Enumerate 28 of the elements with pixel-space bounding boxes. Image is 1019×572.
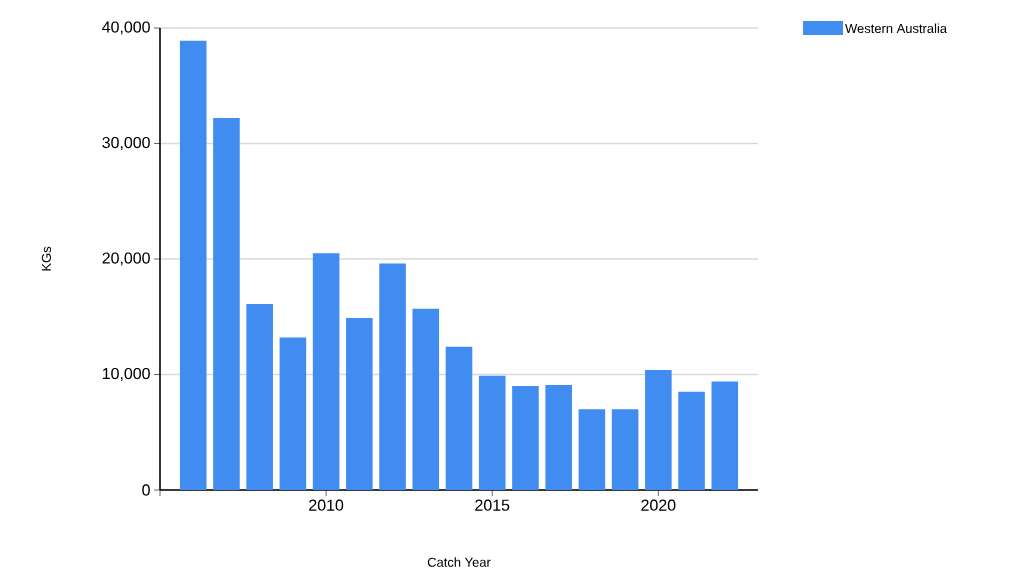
bar xyxy=(545,384,572,490)
x-axis-title: Catch Year xyxy=(427,557,491,567)
x-tick-label: 2020 xyxy=(641,499,676,511)
y-tick-label: 10,000 xyxy=(102,367,150,382)
y-tick-label: 0 xyxy=(142,484,150,496)
bar xyxy=(213,118,240,490)
x-tick-label: 2015 xyxy=(475,499,510,511)
y-tick-label: 20,000 xyxy=(102,252,150,266)
bar xyxy=(412,308,440,490)
bar xyxy=(279,337,307,490)
bar xyxy=(578,409,606,490)
x-tick-label: 2010 xyxy=(309,499,344,511)
bar xyxy=(379,263,406,490)
bar xyxy=(179,40,207,490)
y-axis-title: KGs xyxy=(41,246,51,271)
bar xyxy=(678,391,705,490)
y-tick-label: 30,000 xyxy=(102,136,150,151)
bar xyxy=(246,304,273,490)
bar xyxy=(312,253,340,490)
bar xyxy=(711,381,739,490)
bar xyxy=(478,375,506,490)
y-tick-label: 40,000 xyxy=(102,21,150,35)
bar xyxy=(512,386,539,490)
legend-label: Western Australia xyxy=(845,23,948,34)
bar xyxy=(346,317,373,490)
bar xyxy=(645,369,672,490)
bar xyxy=(611,409,639,490)
bar xyxy=(445,346,473,490)
